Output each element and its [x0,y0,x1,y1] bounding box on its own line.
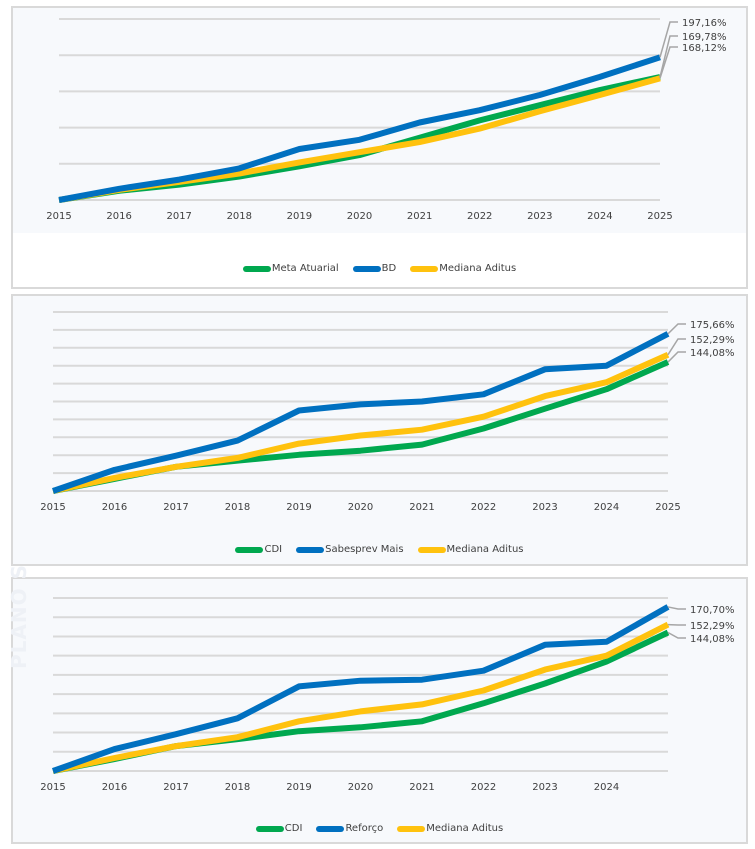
legend-label: Mediana Aditus [446,544,524,555]
label-leader-line [667,338,686,356]
x-tick-label: 2020 [348,502,373,513]
label-leader-line [667,323,686,335]
series-line-sabesprev-mais[interactable] [52,331,670,494]
x-tick-label: 2018 [227,211,252,222]
x-tick-label: 2015 [40,502,65,513]
x-tick-label: 2019 [286,782,311,793]
x-tick-label: 2020 [347,211,372,222]
x-tick-label: 2025 [647,211,672,222]
x-tick-label: 2015 [40,782,65,793]
data-label-end: 169,78% [682,32,727,43]
legend-swatch-yellow [417,546,446,553]
legend-item-bd[interactable]: BD [352,263,397,274]
legend-swatch-green [242,265,271,272]
label-leader-line [659,21,678,58]
x-tick-label: 2021 [409,782,434,793]
legend-item-reforco[interactable]: Reforço [316,823,383,834]
legend-swatch-yellow [410,265,439,272]
data-label-end: 197,16% [682,18,727,29]
x-tick-label: 2020 [348,782,373,793]
legend-label: Meta Atuarial [271,263,339,274]
data-label-end: 170,70% [690,605,735,616]
series-line-bd[interactable] [58,54,661,203]
legend-label: Mediana Aditus [426,823,504,834]
x-tick-label: 2017 [163,502,188,513]
x-tick-label: 2019 [286,502,311,513]
legend-label: BD [381,263,397,274]
x-tick-label: 2015 [46,211,71,222]
x-tick-label: 2021 [409,502,434,513]
chart-panel-cdi-sabesprev-mais: 2015 2016 2017 2018 2019 2020 2021 2022 2023 2024… [11,294,748,566]
x-tick-label: 2023 [527,211,552,222]
x-tick-label: 2024 [594,502,619,513]
data-label-end: 175,66% [690,320,735,331]
x-tick-label: 2017 [166,211,191,222]
x-tick-label: 2017 [163,782,188,793]
legend-1: Meta Atuarial BD Mediana Aditus [13,263,746,274]
legend-item-cdi[interactable]: CDI [255,823,303,834]
legend-swatch-blue [316,825,345,832]
legend-label: Mediana Aditus [439,263,517,274]
chart-panel-cdi-reforco: PLANO S 2015 2016 2017 2018 2019 2020 2021 2022… [7,564,748,844]
legend-swatch-green [255,825,284,832]
x-tick-label: 2016 [106,211,131,222]
label-leader-line [667,631,686,639]
legend-swatch-green [235,546,264,553]
legend-swatch-yellow [397,825,426,832]
legend-label: Sabesprev Mais [325,544,404,555]
x-tick-label: 2018 [225,502,250,513]
legend-band [13,233,746,287]
x-tick-label: 2022 [471,782,496,793]
series-line-mediana-aditus[interactable] [52,621,670,774]
x-tick-label: 2023 [532,502,557,513]
x-tick-label: 2025 [655,502,680,513]
legend-item-meta-atuarial[interactable]: Meta Atuarial [242,263,339,274]
legend-label: CDI [264,544,283,555]
data-label-end: 168,12% [682,43,727,54]
x-tick-label: 2023 [532,782,557,793]
legend-label: Reforço [345,823,384,834]
x-tick-label: 2022 [467,211,492,222]
data-label-end: 144,08% [690,634,735,645]
x-tick-label: 2018 [225,782,250,793]
data-label-end: 152,29% [690,621,735,632]
chart-panel-meta-atuarial-bd: 2015 2016 2017 2018 2019 2020 2021 2022 2023 2024… [11,6,748,289]
x-tick-label: 2024 [594,782,619,793]
data-label-end: 152,29% [690,335,735,346]
line-chart-1: 2015 2016 2017 2018 2019 2020 2021 2022 2023 2024… [46,18,727,222]
legend-item-mediana-aditus[interactable]: Mediana Aditus [417,544,524,555]
line-chart-3: 2015 2016 2017 2018 2019 2020 2021 2022 2023 2024… [40,597,735,793]
legend-item-mediana-aditus[interactable]: Mediana Aditus [410,263,516,274]
label-leader-line [667,606,686,610]
x-tick-label: 2021 [407,211,432,222]
legend-swatch-blue [296,546,325,553]
label-leader-line [659,46,678,79]
line-chart-2: 2015 2016 2017 2018 2019 2020 2021 2022 2023 2024… [40,311,735,513]
x-tick-label: 2019 [287,211,312,222]
legend-swatch-blue [352,265,381,272]
legend-item-mediana-aditus[interactable]: Mediana Aditus [397,823,503,834]
x-tick-label: 2022 [471,502,496,513]
label-leader-line [667,351,686,363]
legend-2: CDI Sabesprev Mais Mediana Aditus [13,544,746,555]
series-line-mediana-aditus[interactable] [52,351,670,494]
x-tick-label: 2016 [102,502,127,513]
x-tick-label: 2024 [587,211,612,222]
legend-label: CDI [284,823,303,834]
label-leader-line [659,35,678,78]
data-label-end: 144,08% [690,348,735,359]
series-line-refor-o[interactable] [51,604,670,774]
x-tick-label: 2016 [102,782,127,793]
legend-item-cdi[interactable]: CDI [235,544,282,555]
legend-item-sabesprev-mais[interactable]: Sabesprev Mais [296,544,404,555]
legend-3: CDI Reforço Mediana Aditus [13,823,746,834]
